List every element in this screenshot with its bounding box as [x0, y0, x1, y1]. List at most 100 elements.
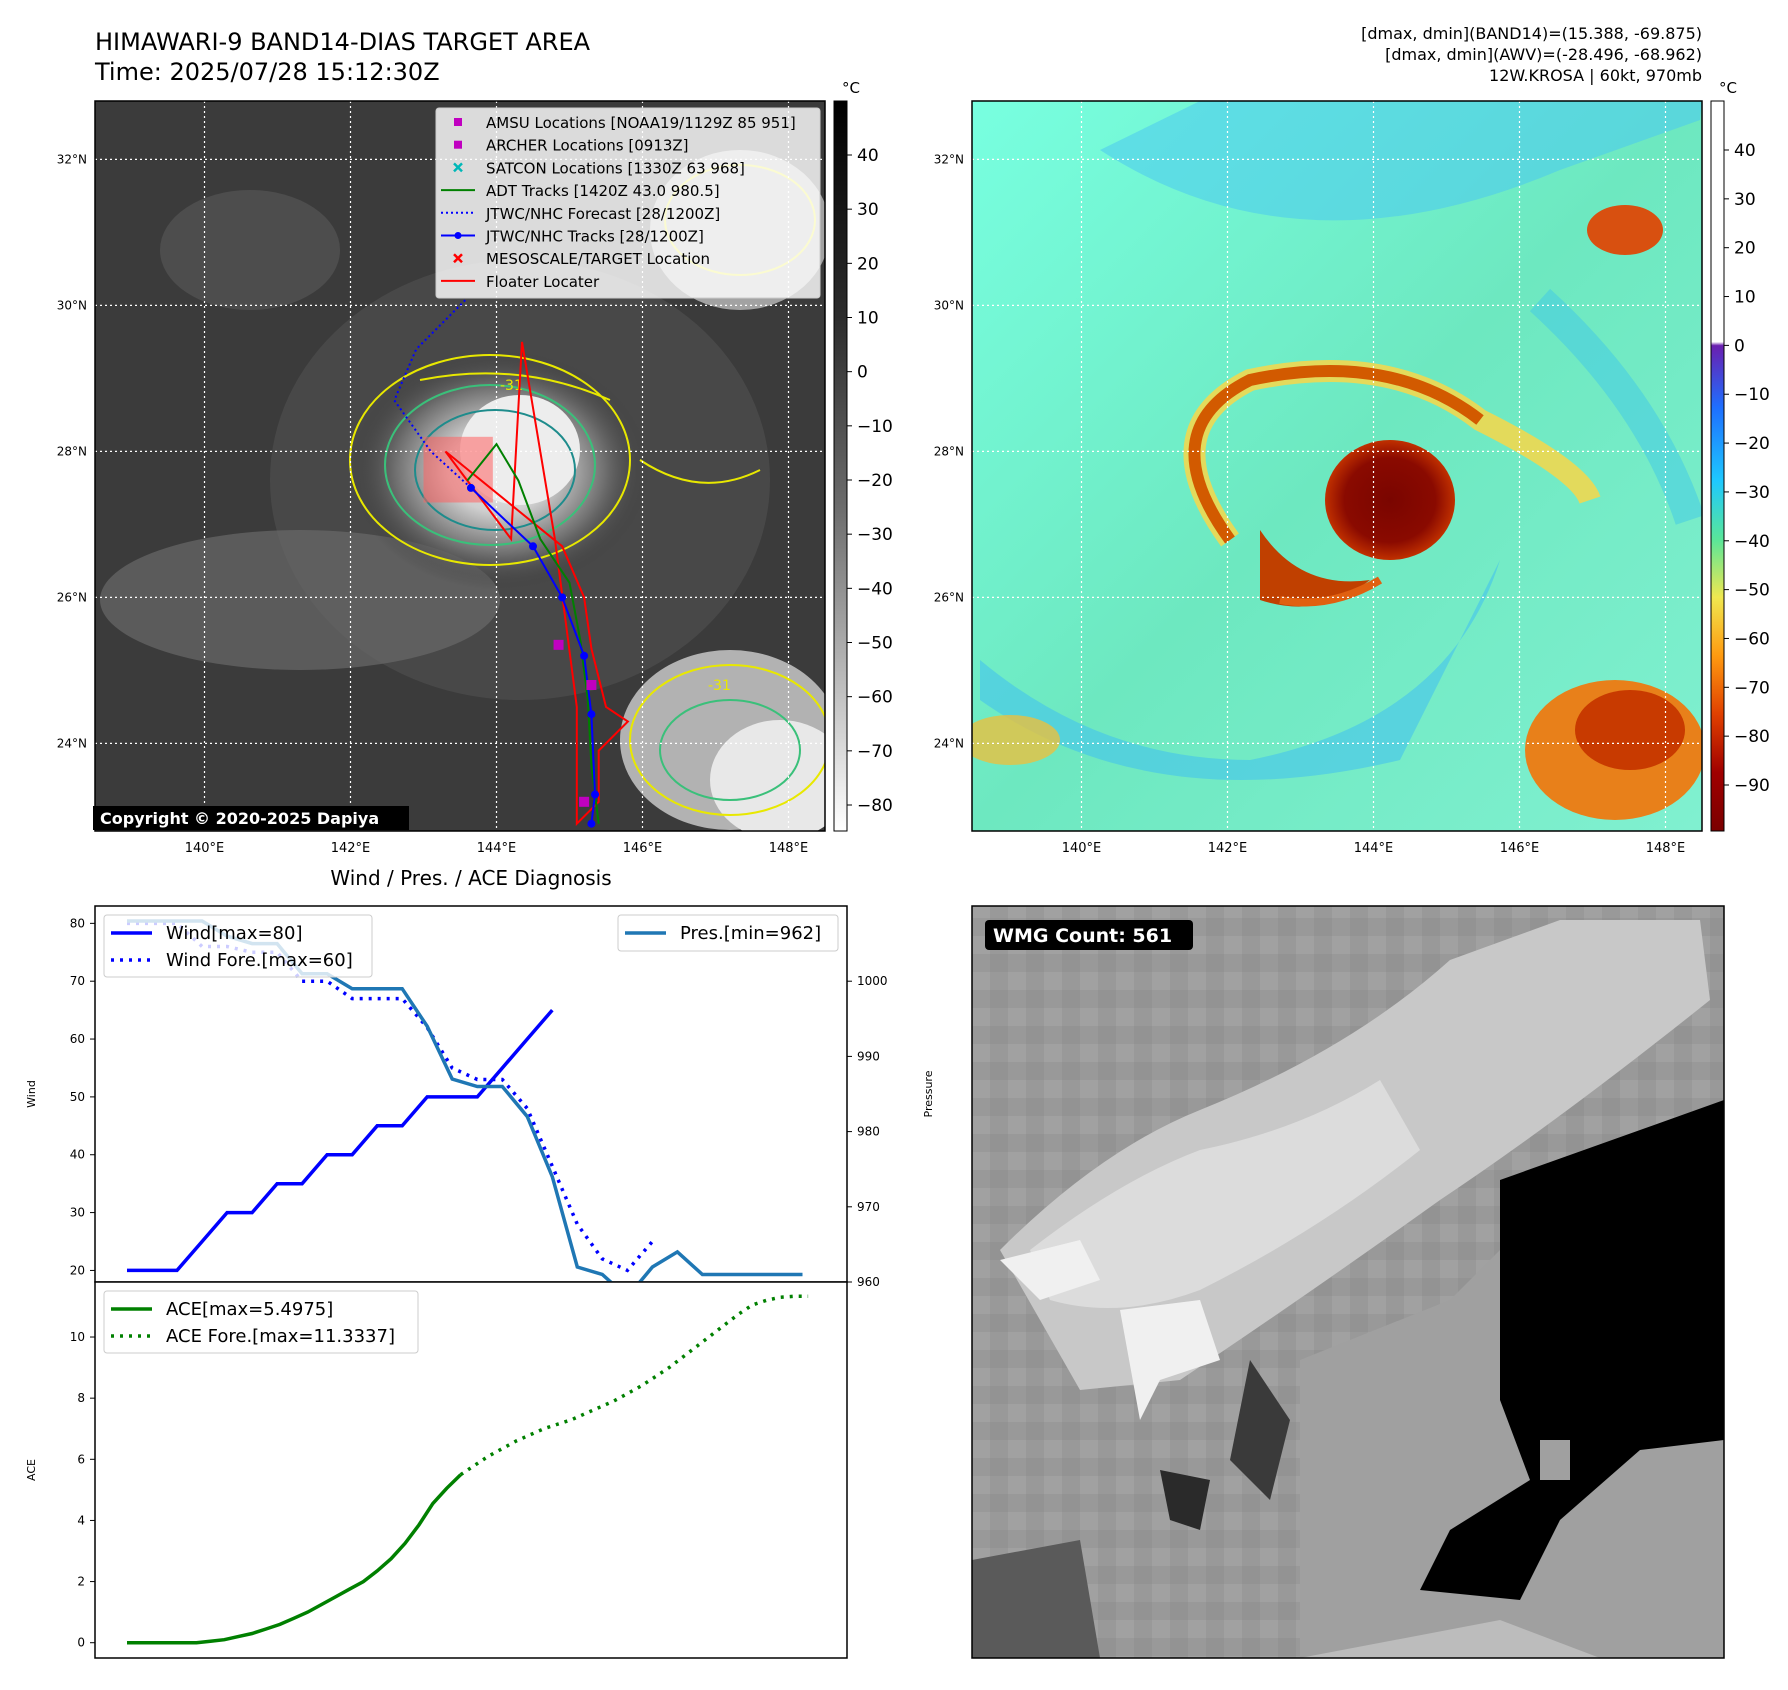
ir-colorbar-unit: °C — [842, 79, 860, 97]
archer-location — [579, 796, 590, 807]
lat-tick-label: 26°N — [57, 590, 87, 604]
legend-entry-label: ADT Tracks [1420Z 43.0 980.5] — [486, 182, 720, 200]
lon-tick-label: 144°E — [1354, 841, 1394, 856]
colorbar-tick-label: 40 — [1734, 141, 1756, 161]
lon-tick-label: 144°E — [477, 841, 517, 856]
legend-entry-label: SATCON Locations [1330Z 63 968] — [486, 159, 745, 177]
ir-map-legend: AMSU Locations [NOAA19/1129Z 85 951] ARCH… — [435, 107, 821, 299]
legend-entry-label: JTWC/NHC Tracks [28/1200Z] — [485, 228, 704, 246]
ace-tick-label: 2 — [77, 1575, 85, 1589]
contour-label: -31 — [708, 678, 731, 694]
legend-entry-label: MESOSCALE/TARGET Location — [486, 250, 710, 268]
jtwc-track-point — [587, 819, 596, 828]
wv-colorbar-unit: °C — [1719, 79, 1737, 97]
wind-pressure-chart: 80 70 60 50 40 30 20 1000 990 980 970 960 Wind Pres… — [25, 905, 935, 1300]
lon-tick-label: 146°E — [1500, 841, 1540, 856]
legend-marker-x — [453, 162, 463, 173]
wv-colorbar — [1710, 100, 1725, 832]
ace-tick-label: 8 — [77, 1391, 85, 1405]
pressure-tick-label: 990 — [857, 1049, 880, 1063]
colorbar-tick-label: −70 — [1734, 678, 1770, 698]
legend-box — [617, 914, 839, 952]
legend-entry-label: JTWC/NHC Forecast [28/1200Z] — [485, 205, 720, 223]
lat-tick-label: 28°N — [934, 444, 964, 458]
wmg-count-label: WMG Count: 561 — [993, 925, 1172, 947]
legend-marker-square — [454, 140, 462, 149]
wind-tick-label: 80 — [70, 916, 85, 930]
colorbar-tick-label: 20 — [1734, 239, 1756, 259]
wind-axis-ticks: 80 70 60 50 40 30 20 1000 990 980 970 960 — [70, 916, 888, 1289]
jtwc-forecast-track — [393, 297, 472, 489]
colorbar-tick-label: −60 — [857, 688, 893, 708]
colorbar-tick-label: 0 — [1734, 336, 1745, 356]
ir-axis-ticks: 140°E 142°E 144°E 146°E 148°E 32°N 30°N 28°N 26°… — [57, 152, 809, 856]
wind-tick-label: 50 — [70, 1090, 85, 1104]
colorbar-tick-label: −10 — [857, 417, 893, 437]
stats-band14: [dmax, dmin](BAND14)=(15.388, -69.875) — [1361, 24, 1702, 43]
copyright-text: Copyright © 2020-2025 Dapiya — [100, 809, 379, 828]
lon-tick-label: 140°E — [1062, 841, 1102, 856]
colorbar-tick-label: 20 — [857, 254, 879, 274]
wind-legend: Wind[max=80] Wind Fore.[max=60] — [103, 914, 373, 978]
colorbar-tick-label: −10 — [1734, 385, 1770, 405]
contour-label-storm: -31 — [500, 378, 523, 394]
ace-chart: 10 8 6 4 2 0 ACE ACE[max=5.4975] ACE Fore.[max… — [25, 1281, 848, 1659]
wind-axis-label: Wind — [25, 1080, 38, 1108]
ir-map-panel: -31 -31 AMSU Locations [NOAA19/1129Z 85 … — [57, 79, 893, 856]
wind-tick-label: 40 — [70, 1148, 85, 1162]
colorbar-tick-label: −20 — [1734, 434, 1770, 454]
copyright-box — [93, 806, 409, 830]
colorbar-tick-label: −70 — [857, 742, 893, 762]
legend-entry-label: ACE[max=5.4975] — [166, 1299, 333, 1320]
legend-box — [435, 107, 821, 299]
figure-time: Time: 2025/07/28 15:12:30Z — [94, 58, 440, 86]
colorbar-tick-label: −60 — [1734, 629, 1770, 649]
legend-marker-x — [453, 253, 463, 264]
jtwc-track-point — [587, 710, 596, 719]
amsu-location — [586, 680, 597, 690]
wv-map-panel: 140°E 142°E 144°E 146°E 148°E 32°N 30°N 28°N 26°… — [934, 79, 1770, 856]
wmg-panel: WMG Count: 561 — [971, 905, 1725, 1659]
floater-track — [444, 341, 630, 827]
colorbar-tick-label: −50 — [1734, 581, 1770, 601]
lat-tick-label: 32°N — [934, 152, 964, 166]
lat-tick-label: 24°N — [934, 736, 964, 750]
lat-tick-label: 30°N — [57, 298, 87, 312]
ace-tick-label: 10 — [70, 1330, 85, 1344]
ace-tick-label: 6 — [77, 1452, 85, 1466]
legend-entry-label: Wind[max=80] — [166, 923, 303, 944]
ace-legend: ACE[max=5.4975] ACE Fore.[max=11.3337] — [103, 1290, 419, 1354]
pressure-axis-label: Pressure — [922, 1070, 935, 1117]
wv-gridlines — [972, 101, 1702, 831]
wmg-imagery — [972, 906, 1724, 1658]
legend-entry-label: ACE Fore.[max=11.3337] — [166, 1326, 395, 1347]
legend-box — [103, 914, 373, 978]
colorbar-tick-label: −80 — [857, 796, 893, 816]
colorbar-tick-label: 40 — [857, 146, 879, 166]
lat-tick-label: 24°N — [57, 736, 87, 750]
legend-marker-dot — [454, 232, 462, 239]
legend-box — [103, 1290, 419, 1354]
legend-entry-label: Wind Fore.[max=60] — [166, 950, 353, 971]
lon-tick-label: 148°E — [769, 841, 809, 856]
legend-entry-label: Pres.[min=962] — [680, 923, 821, 944]
colorbar-tick-label: −20 — [857, 471, 893, 491]
ace-axis-ticks: 10 8 6 4 2 0 — [70, 1330, 95, 1650]
ir-colorbar — [833, 100, 848, 832]
adt-track — [466, 442, 600, 824]
stats-awv: [dmax, dmin](AWV)=(-28.496, -68.962) — [1385, 45, 1702, 64]
diagnosis-title: Wind / Pres. / ACE Diagnosis — [330, 866, 611, 890]
ace-axis-label: ACE — [25, 1459, 38, 1481]
lon-tick-label: 140°E — [185, 841, 225, 856]
legend-marker-square — [454, 118, 462, 126]
lon-tick-label: 148°E — [1646, 841, 1686, 856]
lon-tick-label: 146°E — [623, 841, 663, 856]
jtwc-track-point — [580, 651, 589, 660]
jtwc-track-point — [529, 542, 537, 551]
ir-map-frame — [94, 100, 826, 832]
wv-map-frame — [971, 100, 1703, 832]
wmg-frame — [971, 905, 1725, 1659]
colorbar-tick-label: 30 — [1734, 190, 1756, 210]
ace-tick-label: 0 — [77, 1636, 85, 1650]
